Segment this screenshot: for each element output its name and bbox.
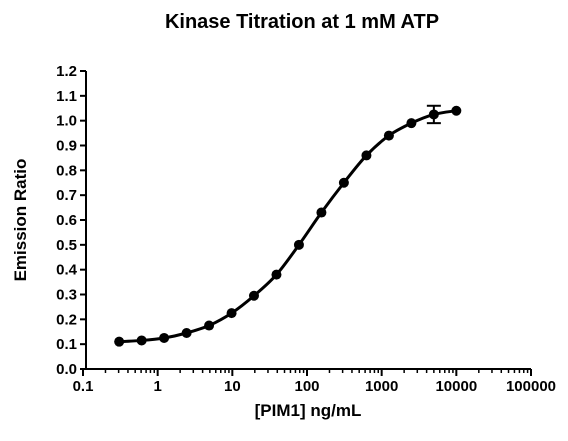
x-tick-label: 100 — [294, 378, 319, 395]
data-point — [293, 239, 304, 250]
y-tick-label: 0.4 — [56, 262, 78, 279]
y-tick-label: 0.0 — [56, 361, 77, 378]
data-point — [316, 207, 327, 218]
x-tick-label: 0.1 — [73, 378, 94, 395]
data-point — [204, 320, 215, 331]
y-tick-label: 1.0 — [56, 113, 77, 130]
x-tick-label: 100000 — [506, 378, 556, 395]
y-tick-label: 0.2 — [56, 311, 77, 328]
x-tick-label: 10 — [224, 378, 241, 395]
chart-title: Kinase Titration at 1 mM ATP — [165, 11, 439, 33]
data-point — [428, 109, 439, 120]
data-point — [361, 150, 372, 161]
data-point — [114, 336, 125, 347]
x-tick-label: 10000 — [435, 378, 477, 395]
data-point — [136, 335, 147, 346]
y-tick-label: 1.1 — [56, 88, 77, 105]
data-point — [181, 327, 192, 338]
y-tick-label: 0.7 — [56, 187, 77, 204]
y-tick-label: 0.5 — [56, 237, 77, 254]
y-tick-label: 0.1 — [56, 336, 77, 353]
y-tick-label: 0.9 — [56, 137, 77, 154]
data-point — [451, 105, 462, 116]
x-tick-label: 1 — [153, 378, 161, 395]
y-tick-label: 0.3 — [56, 286, 77, 303]
x-tick-label: 1000 — [365, 378, 398, 395]
fit-curve — [119, 109, 457, 344]
data-point — [271, 269, 282, 280]
data-point — [338, 177, 349, 188]
y-tick-label: 0.8 — [56, 162, 77, 179]
data-point — [383, 130, 394, 141]
data-point — [248, 290, 259, 301]
data-point — [226, 308, 237, 319]
y-axis-label: Emission Ratio — [11, 159, 30, 282]
x-axis-label: [PIM1] ng/mL — [255, 401, 362, 420]
y-tick-label: 1.2 — [56, 63, 77, 80]
y-tick-label: 0.6 — [56, 212, 77, 229]
data-point — [406, 118, 417, 129]
data-point — [159, 332, 170, 343]
